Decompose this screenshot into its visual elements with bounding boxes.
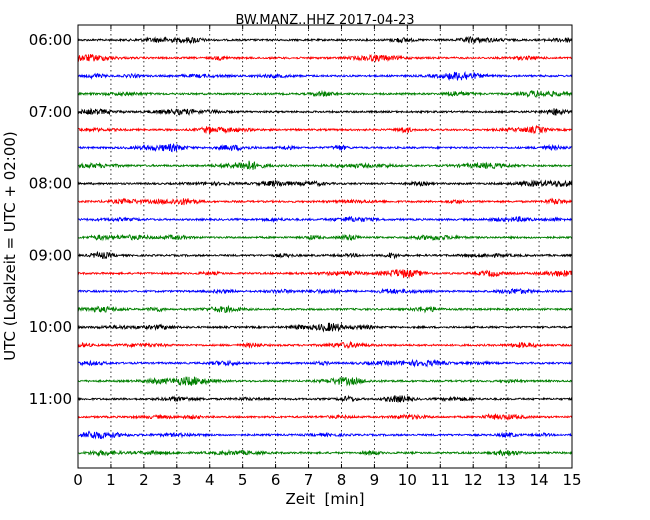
x-tick-label: 15 bbox=[562, 471, 581, 489]
trace-0745 bbox=[77, 160, 573, 171]
x-tick-label: 7 bbox=[304, 471, 314, 489]
trace-0600 bbox=[77, 35, 573, 45]
plot-area-frame bbox=[77, 24, 573, 469]
trace-1145 bbox=[77, 448, 573, 457]
trace-0800 bbox=[77, 179, 573, 188]
x-axis-title: Zeit [min] bbox=[285, 490, 364, 508]
x-tick-label: 11 bbox=[431, 471, 450, 489]
trace-1045 bbox=[77, 376, 573, 387]
trace-0830 bbox=[77, 215, 573, 223]
trace-1100 bbox=[77, 394, 573, 403]
trace-0730 bbox=[77, 142, 573, 153]
y-tick-label: 10:00 bbox=[29, 318, 72, 336]
y-axis-ticks: 06:00 07:00 08:00 09:00 10:00 11:00 bbox=[29, 31, 572, 408]
trace-1030 bbox=[77, 358, 573, 368]
trace-0930 bbox=[77, 287, 573, 295]
x-tick-label: 9 bbox=[370, 471, 380, 489]
trace-0815 bbox=[77, 197, 573, 206]
x-tick-label: 2 bbox=[139, 471, 149, 489]
x-tick-label: 10 bbox=[398, 471, 417, 489]
x-tick-label: 6 bbox=[271, 471, 281, 489]
trace-0700 bbox=[77, 107, 573, 116]
trace-0615 bbox=[77, 53, 573, 63]
trace-1015 bbox=[77, 340, 573, 350]
x-tick-label: 13 bbox=[497, 471, 516, 489]
trace-0645 bbox=[77, 89, 573, 99]
trace-1000 bbox=[77, 322, 573, 333]
trace-1130 bbox=[77, 430, 573, 440]
trace-0715 bbox=[77, 124, 572, 135]
y-tick-label: 11:00 bbox=[29, 390, 72, 408]
grid-lines bbox=[110, 25, 540, 468]
x-tick-label: 1 bbox=[106, 471, 116, 489]
x-axis-ticks: 0 1 2 3 4 5 6 7 8 9 10 11 12 13 14 15 bbox=[73, 25, 582, 489]
x-tick-label: 12 bbox=[464, 471, 483, 489]
trace-0945 bbox=[77, 304, 573, 314]
seismogram-traces bbox=[77, 35, 573, 457]
trace-0900 bbox=[77, 250, 573, 260]
trace-0845 bbox=[77, 233, 573, 242]
chart-title: BW.MANZ..HHZ 2017-04-23 bbox=[235, 13, 414, 28]
y-tick-label: 09:00 bbox=[29, 246, 72, 264]
x-tick-label: 14 bbox=[530, 471, 549, 489]
x-tick-label: 5 bbox=[238, 471, 248, 489]
x-tick-label: 3 bbox=[172, 471, 182, 489]
y-tick-label: 07:00 bbox=[29, 103, 72, 121]
trace-0915 bbox=[77, 269, 573, 279]
x-tick-label: 8 bbox=[337, 471, 347, 489]
trace-0630 bbox=[77, 70, 573, 82]
y-tick-label: 06:00 bbox=[29, 31, 72, 49]
trace-1115 bbox=[77, 413, 573, 421]
x-tick-label: 4 bbox=[205, 471, 215, 489]
y-axis-title: UTC (Lokalzeit = UTC + 02:00) bbox=[1, 131, 19, 361]
x-tick-label: 0 bbox=[73, 471, 83, 489]
y-tick-label: 08:00 bbox=[29, 175, 72, 193]
